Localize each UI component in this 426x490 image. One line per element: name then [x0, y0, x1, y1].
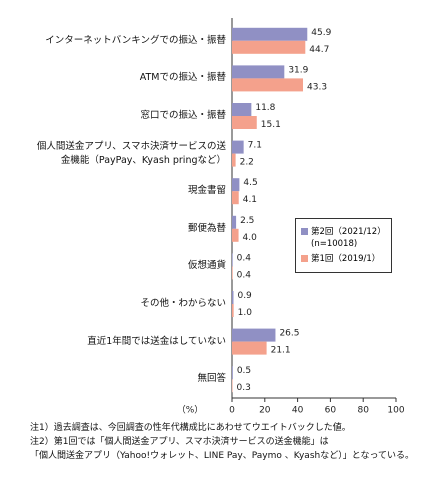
bar: [232, 27, 308, 41]
value-label: 45.9: [311, 28, 331, 38]
value-label: 1.0: [238, 308, 253, 318]
x-tick-label: 60: [325, 406, 337, 416]
category-label: 郵便為替: [187, 222, 226, 234]
value-label: 0.4: [237, 253, 252, 263]
value-label: 11.8: [255, 103, 275, 113]
category-label: 直近1年間では送金はしていない: [87, 335, 226, 347]
value-label: 43.3: [307, 82, 327, 92]
bar: [232, 328, 276, 342]
bar: [232, 366, 233, 380]
value-label: 2.5: [240, 216, 254, 226]
legend-swatch: [301, 228, 308, 235]
bar: [232, 178, 240, 192]
bar: [232, 304, 234, 317]
bar: [232, 78, 304, 92]
legend-item: 第2回（2021/12） (n=10018): [301, 226, 386, 250]
category-label: 仮想通貨: [187, 260, 226, 272]
x-tick-label: 40: [292, 406, 304, 416]
value-label: 31.9: [288, 65, 308, 75]
legend-swatch: [301, 255, 308, 262]
note: 注1）過去調査は、今回調査の性年代構成比にあわせてウエイトバックした値。: [30, 423, 351, 433]
value-label: 2.2: [240, 158, 254, 168]
legend-label: 第1回（2019/1）: [311, 254, 381, 264]
x-tick-label: 100: [387, 406, 404, 416]
bar: [232, 191, 239, 205]
value-label: 26.5: [279, 329, 299, 339]
note: 注2）第1回では「個人間送金アプリ、スマホ決済サービスの送金機能」は: [30, 437, 329, 447]
bar: [232, 65, 285, 79]
category-label: インターネットバンキングでの振込・振替: [45, 34, 226, 46]
x-tick-label: 20: [259, 406, 271, 416]
category-label: 個人間送金アプリ、スマホ決済サービスの送 金機能（PayPay、Kyash pr…: [36, 140, 226, 166]
value-label: 15.1: [261, 120, 281, 130]
category-label: 窓口での振込・振替: [140, 110, 226, 121]
value-label: 0.5: [237, 366, 251, 376]
category-label: 無回答: [197, 373, 226, 385]
x-tick-label: 80: [357, 406, 369, 416]
note: 「個人間送金アプリ（Yahoo!ウォレット、LINE Pay、Paymo 、Ky…: [30, 451, 414, 461]
bar: [232, 116, 257, 129]
bar: [232, 103, 252, 116]
bar: [232, 266, 233, 280]
legend-label: 第2回（2021/12） (n=10018): [311, 227, 386, 249]
value-label: 4.5: [243, 178, 257, 188]
bar: [232, 215, 237, 229]
value-label: 44.7: [309, 45, 329, 55]
category-label: その他・わからない: [140, 298, 226, 309]
category-label: ATMでの振込・振替: [139, 72, 226, 84]
category-label: 現金書留: [187, 185, 226, 197]
value-label: 4.1: [243, 195, 257, 205]
value-label: 21.1: [271, 346, 291, 356]
value-label: 7.1: [248, 141, 262, 151]
value-label: 4.0: [243, 233, 258, 243]
bar: [232, 291, 234, 304]
x-tick-label: 0: [229, 406, 235, 416]
legend-item: 第1回（2019/1）: [301, 253, 386, 265]
bar: [232, 228, 239, 242]
value-label: 0.3: [236, 383, 250, 393]
bar: [232, 153, 236, 167]
bar: [232, 253, 233, 267]
value-label: 0.4: [237, 270, 252, 280]
bar: [232, 140, 244, 154]
value-label: 0.9: [237, 291, 252, 301]
x-axis-label: （%）: [177, 405, 204, 416]
bar: [232, 40, 306, 54]
legend: 第2回（2021/12） (n=10018) 第1回（2019/1）: [295, 218, 392, 273]
bar: [232, 341, 267, 355]
